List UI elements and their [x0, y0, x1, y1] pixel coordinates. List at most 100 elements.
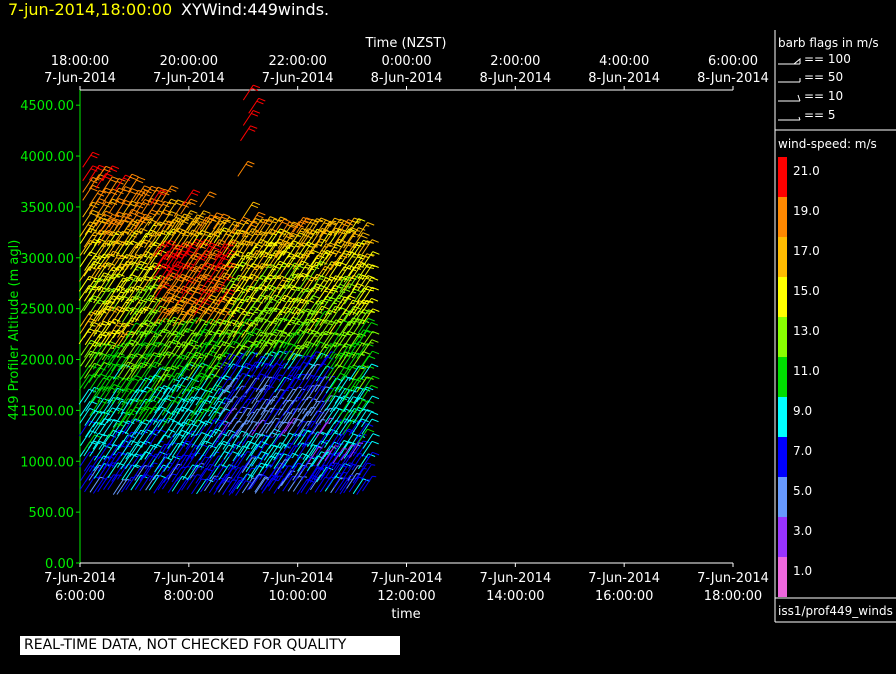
legend-color-swatch	[778, 157, 787, 197]
wind-barb	[360, 384, 378, 401]
wind-barb	[316, 450, 331, 466]
wind-barb	[362, 251, 380, 267]
wind-barb	[139, 475, 157, 492]
wind-barb	[291, 260, 309, 277]
wind-barb	[309, 238, 328, 255]
wind-barb	[288, 456, 303, 473]
wind-barb	[218, 444, 236, 461]
wind-barb	[251, 451, 269, 467]
x-tick-label-date: 7-Jun-2014	[262, 571, 334, 586]
wind-barb	[181, 430, 197, 447]
legend-barb-title: barb flags in m/s	[778, 36, 879, 50]
wind-barb	[219, 353, 234, 370]
wind-barb	[222, 262, 240, 279]
wind-barb	[284, 273, 302, 290]
wind-barb	[231, 385, 246, 402]
wind-barb	[195, 352, 213, 369]
legend-speed-label: 5.0	[793, 484, 812, 498]
wind-barb	[134, 239, 152, 256]
wind-barb	[102, 462, 117, 478]
wind-barb	[283, 366, 302, 383]
wind-barb	[242, 201, 261, 218]
y-tick-label: 3500.00	[20, 201, 74, 216]
wind-barb	[361, 363, 379, 380]
wind-barb	[97, 240, 116, 256]
wind-barb	[291, 373, 306, 390]
wind-barb	[254, 241, 272, 258]
wind-barb	[306, 363, 321, 380]
wind-barb	[301, 375, 316, 391]
wind-barb	[346, 473, 361, 489]
wind-barb	[356, 409, 374, 425]
header-title: XYWind:449winds.	[181, 0, 330, 19]
top-tick-label-date: 8-Jun-2014	[479, 71, 551, 86]
wind-barb	[240, 285, 259, 302]
wind-barb	[324, 342, 342, 358]
wind-barb	[162, 272, 180, 289]
wind-barb	[282, 332, 301, 348]
wind-barb	[246, 250, 264, 266]
x-tick-label-date: 7-Jun-2014	[588, 571, 660, 586]
wind-barb	[277, 465, 293, 481]
legend-color-swatch	[778, 277, 787, 317]
wind-barb	[182, 189, 201, 206]
wind-barb	[296, 318, 315, 335]
wind-barb	[80, 339, 98, 356]
wind-barb	[269, 350, 287, 367]
wind-barb	[333, 220, 351, 236]
wind-barb	[296, 442, 312, 458]
wind-barb	[287, 366, 302, 382]
wind-barb	[89, 476, 104, 493]
wind-barb	[117, 361, 135, 378]
wind-barb	[82, 184, 100, 201]
wind-barb	[343, 217, 361, 234]
wind-barb	[320, 395, 335, 411]
wind-barb	[145, 342, 163, 358]
wind-barb	[195, 420, 213, 437]
wind-barb	[209, 432, 228, 449]
wind-barb	[83, 455, 99, 472]
wind-barb	[102, 250, 120, 267]
top-tick-label-time: 0:00:00	[381, 54, 431, 69]
wind-barb	[92, 386, 110, 402]
legend-color-swatch	[778, 437, 787, 477]
wind-barb	[161, 473, 177, 490]
wind-barb	[360, 297, 379, 314]
wind-barb	[352, 375, 370, 392]
wind-barb	[324, 445, 339, 461]
wind-barb	[286, 265, 305, 281]
wind-barb	[283, 418, 298, 434]
wind-barb	[85, 395, 103, 412]
wind-barb	[93, 418, 112, 434]
wind-barb	[240, 441, 258, 458]
x-tick-label-time: 6:00:00	[55, 589, 105, 604]
header-timestamp: 7-jun-2014,18:00:00	[8, 0, 173, 19]
wind-barb	[356, 365, 375, 381]
wind-barb	[357, 317, 375, 334]
wind-barb	[144, 443, 162, 460]
wind-barb	[212, 264, 231, 281]
wind-barb	[268, 421, 284, 437]
y-tick-label: 1000.00	[20, 455, 74, 470]
wind-barb	[362, 375, 380, 392]
wind-barb	[259, 242, 277, 259]
wind-barb	[302, 444, 320, 460]
wind-barb	[301, 420, 316, 437]
wind-barb	[121, 188, 139, 204]
wind-barb	[121, 476, 136, 493]
wind-barb	[217, 385, 232, 401]
wind-barb	[191, 454, 206, 471]
legend-barb-label: == 10	[804, 89, 843, 103]
wind-barb	[325, 319, 343, 336]
wind-barb	[310, 440, 328, 457]
y-tick-label: 2000.00	[20, 354, 74, 369]
wind-barb	[180, 423, 198, 439]
y-tick-label: 500.00	[29, 506, 75, 521]
x-tick-label-time: 16:00:00	[595, 589, 653, 604]
wind-barb	[235, 362, 254, 379]
wind-barb	[228, 476, 243, 493]
wind-barb	[194, 440, 212, 457]
wind-barb	[157, 453, 173, 469]
wind-barb	[195, 467, 213, 484]
top-tick-label-date: 7-Jun-2014	[44, 71, 116, 86]
